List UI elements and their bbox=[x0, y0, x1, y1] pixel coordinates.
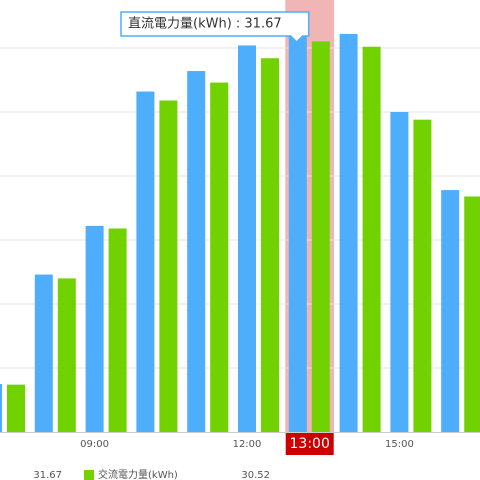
bar bbox=[0, 384, 2, 432]
legend-swatch bbox=[84, 470, 94, 480]
bar bbox=[464, 196, 480, 432]
bar bbox=[136, 91, 155, 433]
x-tick-label: 12:00 bbox=[233, 439, 262, 450]
legend-value: 30.52 bbox=[241, 470, 270, 480]
bar bbox=[7, 384, 25, 432]
bar bbox=[390, 112, 409, 432]
x-tick-label: 09:00 bbox=[80, 439, 109, 450]
bar bbox=[413, 119, 432, 433]
highlight-label-box bbox=[285, 433, 334, 455]
bar bbox=[34, 274, 53, 432]
bar bbox=[238, 45, 256, 432]
bar bbox=[339, 33, 358, 433]
bar bbox=[210, 82, 229, 432]
bar bbox=[362, 46, 381, 432]
legend-label: 交流電力量(kWh) bbox=[98, 468, 178, 480]
bar bbox=[288, 26, 307, 433]
bar bbox=[441, 190, 460, 432]
x-tick-label: 13:00 bbox=[290, 436, 330, 452]
bar bbox=[57, 278, 76, 432]
x-tick-label: 15:00 bbox=[385, 439, 414, 450]
bar bbox=[159, 100, 178, 432]
bar bbox=[261, 58, 279, 433]
legend-value: 31.67 bbox=[33, 470, 62, 480]
bar bbox=[187, 71, 206, 432]
bar bbox=[311, 41, 330, 433]
bar bbox=[85, 225, 104, 432]
tooltip-box bbox=[120, 11, 310, 44]
bar bbox=[108, 228, 127, 432]
tooltip-text: 直流電力量(kWh) : 31.67 bbox=[128, 17, 282, 32]
